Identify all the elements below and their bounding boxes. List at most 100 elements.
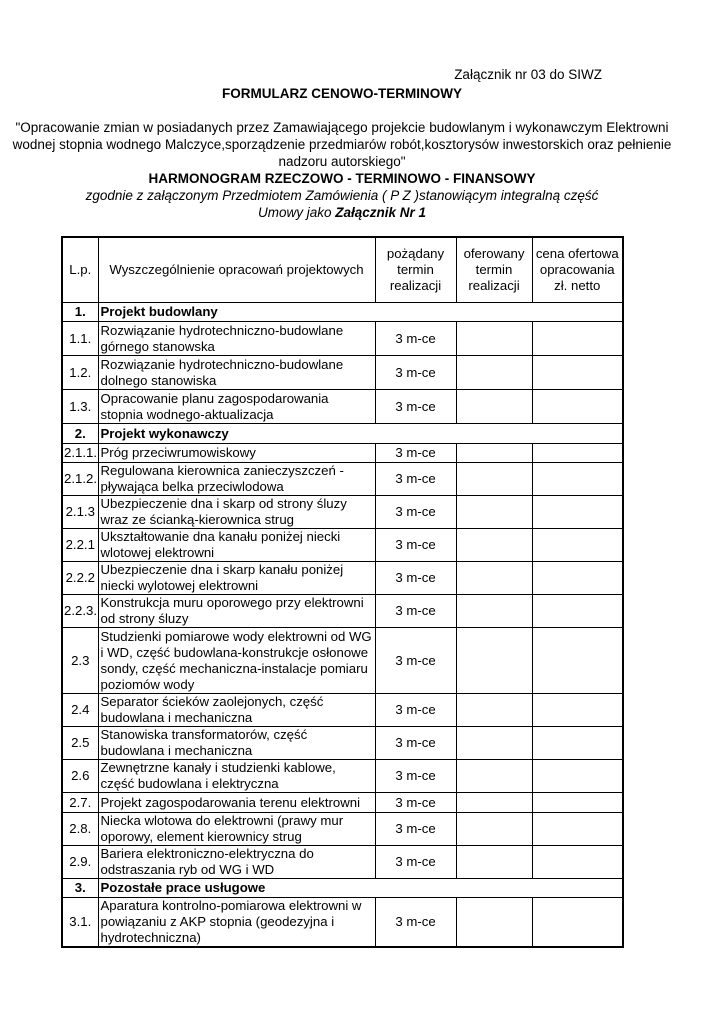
item-description: Próg przeciwrumowiskowy bbox=[97, 443, 376, 463]
price-cell[interactable] bbox=[531, 561, 624, 595]
offered-term-cell[interactable] bbox=[455, 792, 533, 813]
price-cell[interactable] bbox=[531, 627, 624, 694]
row-number: 1.3. bbox=[61, 389, 99, 424]
table-row: 2.3 Studzienki pomiarowe wody elektrowni … bbox=[61, 627, 624, 694]
section-row: 1. Projekt budowlany bbox=[61, 302, 624, 322]
section-title: Projekt budowlany bbox=[97, 302, 624, 322]
table-row: 1.2. Rozwiązanie hydrotechniczno-budowlan… bbox=[61, 355, 624, 390]
item-description: Niecka wlotowa do elektrowni (prawy mur … bbox=[97, 812, 376, 846]
item-description: Ubezpieczenie dna i skarp od strony śluz… bbox=[97, 495, 376, 529]
offered-term-cell[interactable] bbox=[455, 321, 533, 356]
schedule-title: HARMONOGRAM RZECZOWO - TERMINOWO - FINAN… bbox=[148, 171, 536, 186]
item-description: Opracowanie planu zagospodarowania stopn… bbox=[97, 389, 376, 424]
section-row: 3. Pozostałe prace usługowe bbox=[61, 878, 624, 898]
row-number: 2.1.2. bbox=[61, 462, 99, 496]
item-description: Zewnętrzne kanały i studzienki kablowe, … bbox=[97, 759, 376, 793]
price-cell[interactable] bbox=[531, 495, 624, 529]
offered-term-cell[interactable] bbox=[455, 443, 533, 463]
section-number: 2. bbox=[61, 423, 99, 444]
table-row: 3.1. Aparatura kontrolno-pomiarowa elektr… bbox=[61, 897, 624, 948]
offered-term-cell[interactable] bbox=[455, 693, 533, 727]
row-number: 2.3 bbox=[61, 627, 99, 694]
row-number: 1.2. bbox=[61, 355, 99, 390]
row-number: 2.2.2 bbox=[61, 561, 99, 595]
desired-term-cell: 3 m-ce bbox=[374, 355, 457, 390]
section-row: 2. Projekt wykonawczy bbox=[61, 423, 624, 444]
item-description: Bariera elektroniczno-elektryczna do ods… bbox=[97, 845, 376, 879]
table-body: 1. Projekt budowlany 1.1. Rozwiązanie hydro… bbox=[61, 302, 624, 948]
table-row: 2.7. Projekt zagospodarowania terenu elek… bbox=[61, 792, 624, 813]
price-cell[interactable] bbox=[531, 389, 624, 424]
offered-term-cell[interactable] bbox=[455, 462, 533, 496]
item-description: Ukształtowanie dna kanału poniżej niecki… bbox=[97, 528, 376, 562]
item-description: Separator ścieków zaolejonych, część bud… bbox=[97, 693, 376, 727]
desired-term-cell: 3 m-ce bbox=[374, 693, 457, 727]
price-cell[interactable] bbox=[531, 897, 624, 948]
annex-label: Załącznik nr 03 do SIWZ bbox=[454, 67, 602, 82]
project-description: "Opracowanie zmian w posiadanych przez Z… bbox=[12, 120, 672, 169]
column-header-price: cena ofertowa opracowania zł. netto bbox=[531, 236, 624, 303]
desired-term-cell: 3 m-ce bbox=[374, 561, 457, 595]
offered-term-cell[interactable] bbox=[455, 627, 533, 694]
price-cell[interactable] bbox=[531, 759, 624, 793]
item-description: Konstrukcja muru oporowego przy elektrow… bbox=[97, 594, 376, 628]
desired-term-cell: 3 m-ce bbox=[374, 443, 457, 463]
offered-term-cell[interactable] bbox=[455, 561, 533, 595]
contract-note: Umowy jako Załącznik Nr 1 bbox=[0, 204, 684, 221]
item-description: Regulowana kierownica zanieczyszczeń - p… bbox=[97, 462, 376, 496]
price-cell[interactable] bbox=[531, 443, 624, 463]
desired-term-cell: 3 m-ce bbox=[374, 897, 457, 948]
contract-note-annex: Załącznik Nr 1 bbox=[335, 205, 427, 220]
row-number: 2.5 bbox=[61, 726, 99, 760]
column-header-desired-term: pożądany termin realizacji bbox=[374, 236, 457, 303]
offered-term-cell[interactable] bbox=[455, 528, 533, 562]
price-cell[interactable] bbox=[531, 321, 624, 356]
price-cell[interactable] bbox=[531, 355, 624, 390]
offered-term-cell[interactable] bbox=[455, 495, 533, 529]
desired-term-cell: 3 m-ce bbox=[374, 594, 457, 628]
item-description: Projekt zagospodarowania terenu elektrow… bbox=[97, 792, 376, 813]
offered-term-cell[interactable] bbox=[455, 355, 533, 390]
item-description: Rozwiązanie hydrotechniczno-budowlane do… bbox=[97, 355, 376, 390]
offered-term-cell[interactable] bbox=[455, 845, 533, 879]
desired-term-cell: 3 m-ce bbox=[374, 812, 457, 846]
price-cell[interactable] bbox=[531, 812, 624, 846]
offered-term-cell[interactable] bbox=[455, 594, 533, 628]
price-cell[interactable] bbox=[531, 792, 624, 813]
section-number: 3. bbox=[61, 878, 99, 898]
table-row: 2.4 Separator ścieków zaolejonych, część … bbox=[61, 693, 624, 727]
price-cell[interactable] bbox=[531, 845, 624, 879]
row-number: 2.4 bbox=[61, 693, 99, 727]
offered-term-cell[interactable] bbox=[455, 759, 533, 793]
table-row: 2.9. Bariera elektroniczno-elektryczna do… bbox=[61, 845, 624, 879]
offered-term-cell[interactable] bbox=[455, 389, 533, 424]
price-cell[interactable] bbox=[531, 693, 624, 727]
column-header-description: Wyszczególnienie opracowań projektowych bbox=[97, 236, 376, 303]
offered-term-cell[interactable] bbox=[455, 812, 533, 846]
price-cell[interactable] bbox=[531, 528, 624, 562]
row-number: 2.2.1 bbox=[61, 528, 99, 562]
price-cell[interactable] bbox=[531, 594, 624, 628]
offered-term-cell[interactable] bbox=[455, 726, 533, 760]
row-number: 2.2.3. bbox=[61, 594, 99, 628]
price-cell[interactable] bbox=[531, 462, 624, 496]
desired-term-cell: 3 m-ce bbox=[374, 389, 457, 424]
section-number: 1. bbox=[61, 302, 99, 322]
contract-note-prefix: Umowy jako bbox=[257, 205, 336, 220]
desired-term-cell: 3 m-ce bbox=[374, 726, 457, 760]
table-row: 2.6 Zewnętrzne kanały i studzienki kablow… bbox=[61, 759, 624, 793]
price-cell[interactable] bbox=[531, 726, 624, 760]
row-number: 2.6 bbox=[61, 759, 99, 793]
item-description: Rozwiązanie hydrotechniczno-budowlane gó… bbox=[97, 321, 376, 356]
schedule-table: L.p. Wyszczególnienie opracowań projekto… bbox=[61, 236, 624, 948]
table-row: 1.1. Rozwiązanie hydrotechniczno-budowlan… bbox=[61, 321, 624, 356]
offered-term-cell[interactable] bbox=[455, 897, 533, 948]
desired-term-cell: 3 m-ce bbox=[374, 495, 457, 529]
desired-term-cell: 3 m-ce bbox=[374, 462, 457, 496]
row-number: 2.7. bbox=[61, 792, 99, 813]
row-number: 2.8. bbox=[61, 812, 99, 846]
desired-term-cell: 3 m-ce bbox=[374, 792, 457, 813]
column-header-lp: L.p. bbox=[61, 236, 99, 303]
row-number: 3.1. bbox=[61, 897, 99, 948]
table-row: 2.1.2. Regulowana kierownica zanieczyszcz… bbox=[61, 462, 624, 496]
